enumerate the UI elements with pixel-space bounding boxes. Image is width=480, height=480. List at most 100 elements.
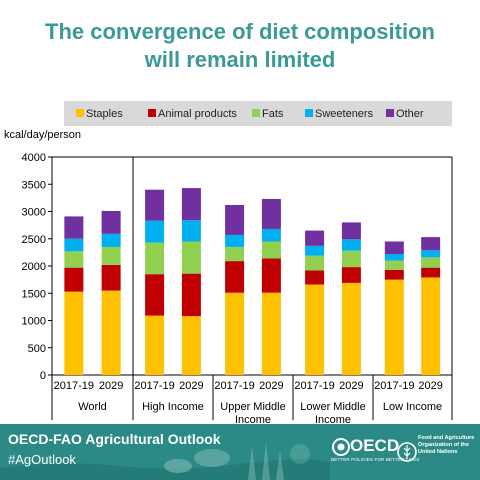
chart-bars [64,188,441,375]
bar-segment [101,290,121,375]
bar-segment [145,189,165,221]
bar-segment [261,228,281,242]
bar-segment [384,241,404,255]
x-tick-label: 2017-19 [214,380,254,392]
chart-legend: Staples Animal products Fats Sweeteners Othe… [64,101,452,126]
group-label: World [78,401,107,413]
y-tick-label: 2500 [22,234,46,246]
legend-label: Animal products [158,108,237,120]
group-label: Upper Middle [220,401,285,413]
bar-segment [181,241,201,274]
bar-segment [384,279,404,375]
group-label: Income [315,414,351,424]
footer-title: OECD-FAO Agricultural Outlook [8,431,221,447]
y-tick-label: 2000 [22,261,46,273]
x-tick-label: 2029 [339,380,363,392]
bar-segment [384,254,404,261]
fao-name: Food and Agriculture Organization of the… [418,435,475,455]
bar-segment [101,246,121,265]
bar-segment [64,267,84,292]
y-tick-label: 1000 [22,316,46,328]
oecd-logo-icon [332,438,350,456]
bar-segment [305,230,325,246]
legend-swatch [252,109,260,117]
bar-segment [305,255,325,271]
bar-segment [101,210,121,234]
bar-segment [225,261,245,293]
footer-hashtag: #AgOutlook [8,452,76,467]
oecd-tagline: BETTER POLICIES FOR BETTER LIVES [331,457,420,462]
slide-title: The convergence of diet composition will… [0,18,480,74]
x-tick-label: 2017-19 [294,380,334,392]
bar-segment [384,269,404,280]
bar-segment [145,274,165,316]
fish-icon [290,444,310,464]
cow-icon [194,449,230,467]
x-tick-label: 2017-19 [134,380,174,392]
bar-segment [305,245,325,256]
wheat-icon [248,442,284,480]
bar-segment [181,316,201,375]
bar-segment [225,246,245,262]
y-tick-label: 500 [28,343,46,355]
bar-segment [145,220,165,243]
bar-segment [261,258,281,293]
bar-segment [305,270,325,285]
oecd-name: OECD [350,436,400,455]
y-tick-label: 4000 [22,152,46,164]
stacked-bar-chart: Staples Animal products Fats Sweeteners Othe… [4,101,453,424]
bar-segment [421,267,441,278]
bar-segment [101,233,121,247]
bar-segment [225,204,245,235]
y-tick-label: 1500 [22,288,46,300]
slide-title-line-1: The convergence of diet composition [45,19,435,44]
bar-segment [341,250,361,268]
legend-swatch [386,109,394,117]
bar-segment [64,216,84,239]
fao-logo-icon [397,442,417,462]
group-label: Low Income [383,401,442,413]
bar-segment [341,267,361,283]
x-tick-label: 2029 [179,380,203,392]
group-label: High Income [142,401,204,413]
footer-banner: OECD-FAO Agricultural Outlook #AgOutlook… [0,424,480,480]
bar-segment [181,188,201,221]
bar-segment [181,273,201,317]
bar-segment [341,282,361,375]
legend-label: Staples [86,108,123,120]
bar-segment [421,277,441,375]
x-tick-label: 2017-19 [374,380,414,392]
x-axis-labels: 2017-19 2029 2017-19 2029 2017-19 2029 2017-19… [54,380,443,424]
pig-icon [164,459,192,473]
bar-segment [421,250,441,258]
legend-swatch [305,109,313,117]
bar-segment [341,239,361,251]
y-tick-label: 3000 [22,207,46,219]
bar-segment [261,198,281,229]
x-tick-label: 2029 [99,380,123,392]
bar-segment [64,238,84,252]
legend-swatch [76,109,84,117]
bar-segment [305,284,325,375]
y-tick-label: 0 [40,370,46,382]
footer-decoration [0,442,330,480]
bar-segment [384,260,404,270]
slide-title-line-2: will remain limited [144,47,336,72]
x-tick-label: 2029 [418,380,442,392]
bar-segment [261,241,281,259]
bar-segment [261,292,281,375]
bar-segment [421,257,441,268]
legend-swatch [148,109,156,117]
bar-segment [64,291,84,375]
group-label: Income [235,414,271,424]
legend-label: Sweeteners [315,108,374,120]
x-tick-label: 2017-19 [54,380,94,392]
bar-segment [64,251,84,268]
y-tick-label: 3500 [22,179,46,191]
legend-label: Fats [262,108,284,120]
bar-segment [225,292,245,375]
bar-segment [145,242,165,275]
bar-segment [145,315,165,375]
bar-segment [341,222,361,240]
legend-label: Other [396,108,424,120]
